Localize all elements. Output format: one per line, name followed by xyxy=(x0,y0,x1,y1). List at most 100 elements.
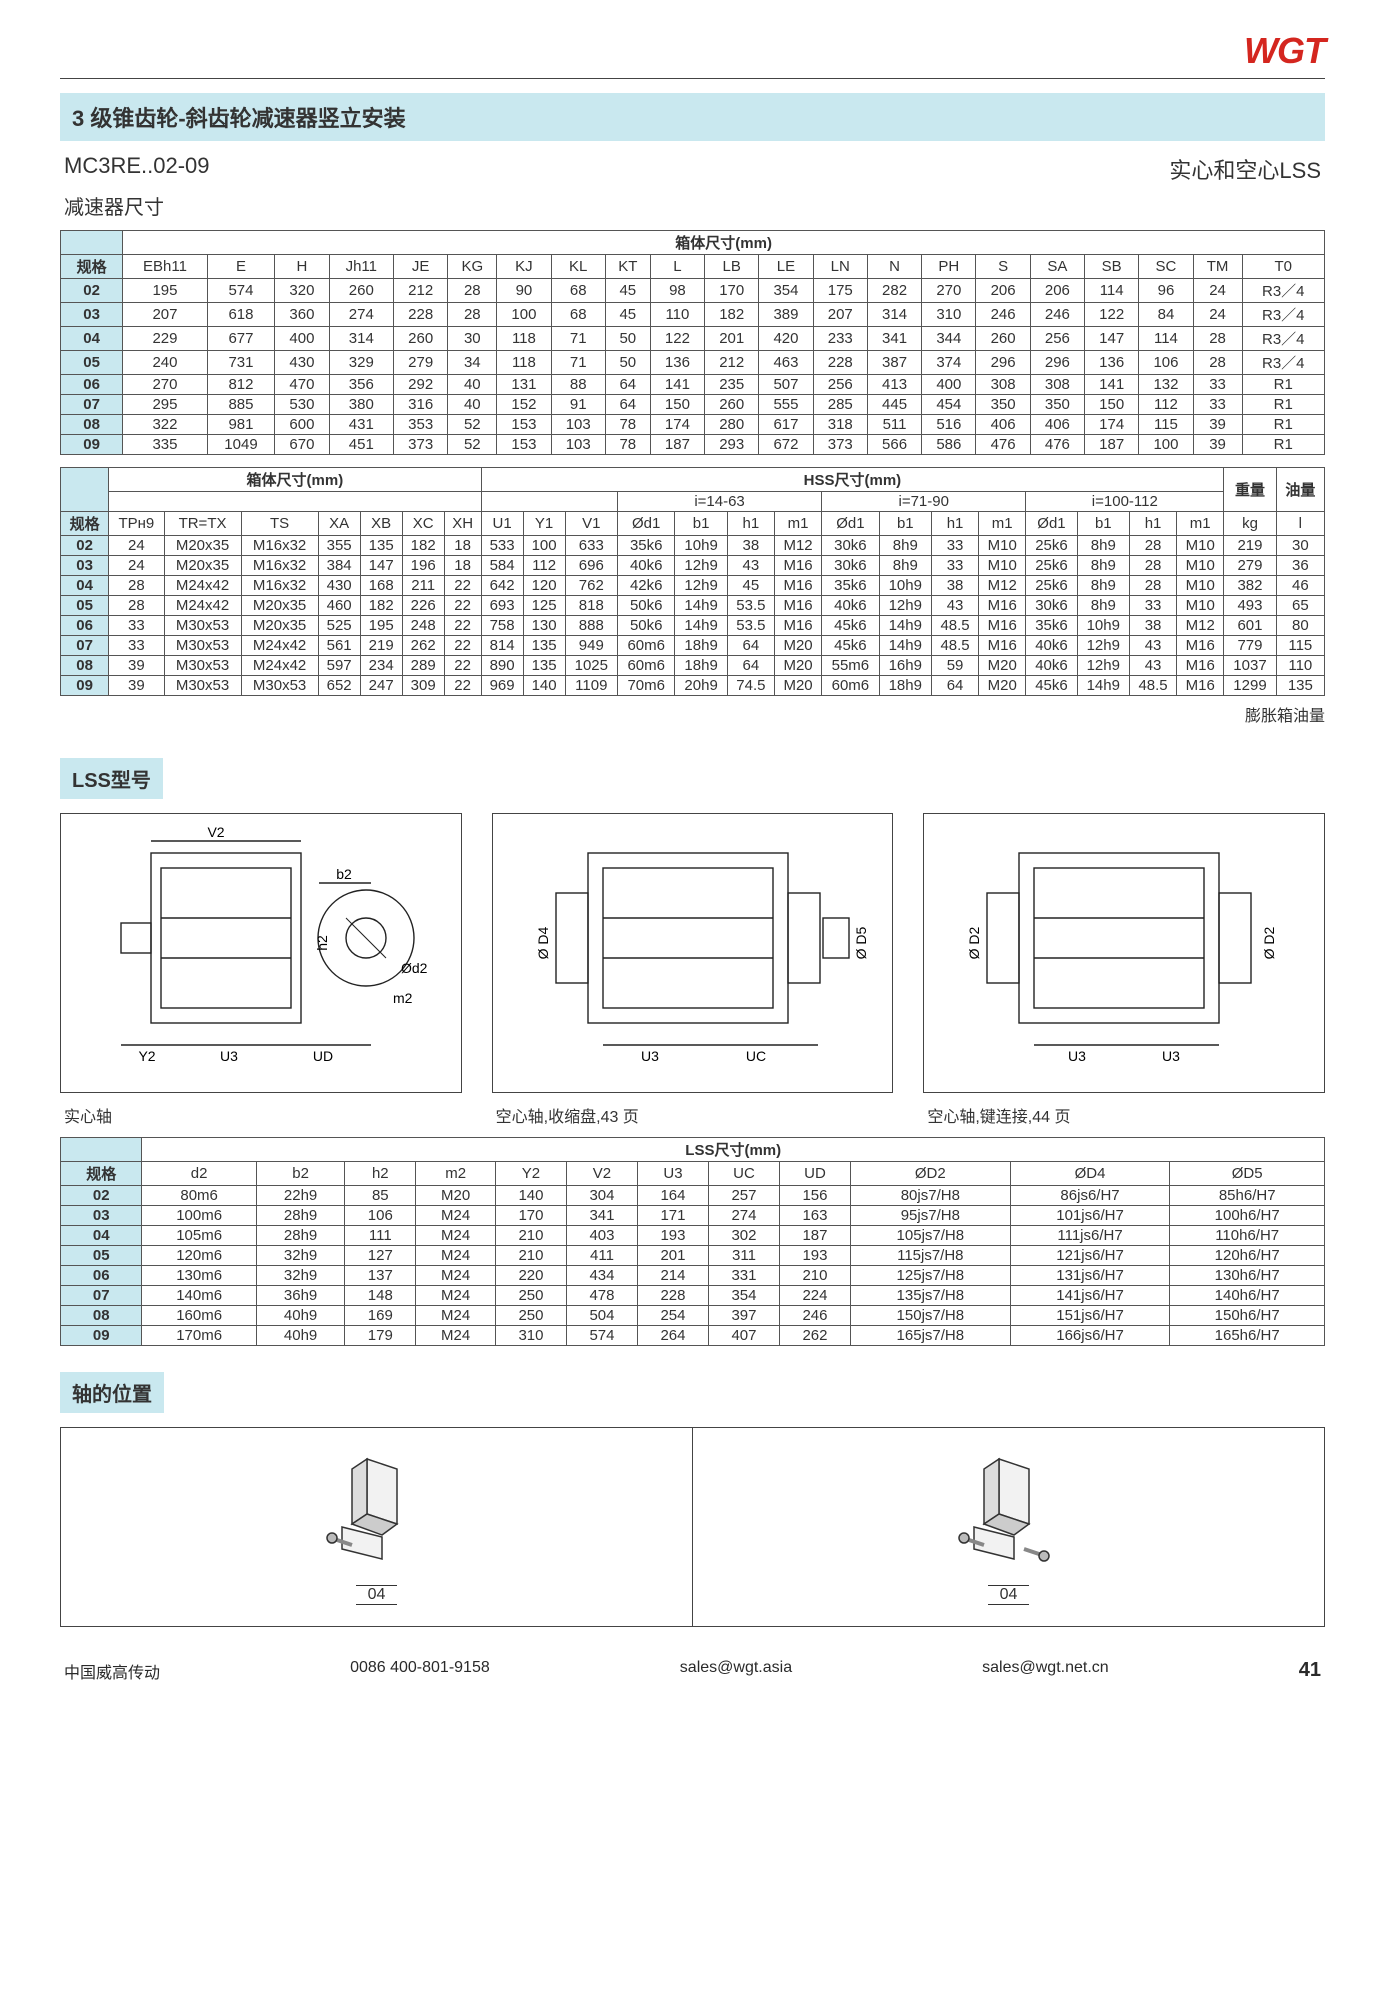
table-cell: 150 xyxy=(1085,395,1139,415)
table-cell: 14h9 xyxy=(675,596,727,616)
table-cell: 28 xyxy=(448,303,497,327)
table-cell: 174 xyxy=(1085,415,1139,435)
table-cell: 652 xyxy=(318,676,360,696)
t3-col-UD: UD xyxy=(779,1162,850,1186)
table-cell: 40k6 xyxy=(822,596,879,616)
table-cell: 248 xyxy=(402,616,444,636)
table-cell: 43 xyxy=(727,556,774,576)
table-cell: 28 xyxy=(1193,351,1242,375)
t2-col: b1 xyxy=(879,512,931,536)
table-cell: 250 xyxy=(495,1306,566,1326)
table-cell: 341 xyxy=(867,327,921,351)
table-cell: 114 xyxy=(1139,327,1193,351)
table-cell: 270 xyxy=(123,375,207,395)
table-cell: M16 xyxy=(979,636,1026,656)
table-cell: 196 xyxy=(402,556,444,576)
table-cell: 10h9 xyxy=(879,576,931,596)
table-cell: 35k6 xyxy=(822,576,879,596)
table-cell: 262 xyxy=(779,1326,850,1346)
table-cell: M12 xyxy=(979,576,1026,596)
page-footer: 中国威高传动 0086 400-801-9158 sales@wgt.asia … xyxy=(60,1651,1325,1683)
label-v2: V2 xyxy=(207,824,224,840)
table-cell: 147 xyxy=(360,556,402,576)
table-cell: 329 xyxy=(329,351,393,375)
label-u3: U3 xyxy=(220,1048,238,1064)
t1-col-H: H xyxy=(275,255,329,279)
table-cell: 420 xyxy=(759,327,813,351)
table-cell: 33 xyxy=(931,536,978,556)
t2-col: TPн9 xyxy=(109,512,164,536)
table-cell: 140h6/H7 xyxy=(1170,1286,1325,1306)
table-cell: M24x42 xyxy=(241,656,318,676)
table-cell: 28 xyxy=(1129,536,1176,556)
table-cell: 115 xyxy=(1139,415,1193,435)
table-cell: 30k6 xyxy=(822,536,879,556)
table-cell: 171 xyxy=(637,1206,708,1226)
table-cell: 14h9 xyxy=(675,616,727,636)
t1-col-KL: KL xyxy=(551,255,605,279)
table-cell: 07 xyxy=(61,636,109,656)
table-cell: 193 xyxy=(637,1226,708,1246)
t1-col-KT: KT xyxy=(605,255,650,279)
table-cell: 90 xyxy=(497,279,551,303)
table-cell: 257 xyxy=(708,1186,779,1206)
table-cell: 18h9 xyxy=(675,656,727,676)
table-cell: 39 xyxy=(1193,415,1242,435)
table-cell: 111 xyxy=(345,1226,416,1246)
table-cell: 140m6 xyxy=(142,1286,256,1306)
table-cell: 229 xyxy=(123,327,207,351)
table-cell: 890 xyxy=(481,656,523,676)
table-cell: 84 xyxy=(1139,303,1193,327)
table-cell: 02 xyxy=(61,536,109,556)
footer-email1: sales@wgt.asia xyxy=(680,1659,792,1683)
table-cell: 296 xyxy=(1030,351,1084,375)
table-cell: M10 xyxy=(1177,536,1224,556)
table-cell: 59 xyxy=(931,656,978,676)
table-cell: 382 xyxy=(1224,576,1276,596)
table-cell: 353 xyxy=(394,415,448,435)
label-ud: UD xyxy=(313,1048,333,1064)
table-cell: 24 xyxy=(1193,279,1242,303)
table-cell: 100h6/H7 xyxy=(1170,1206,1325,1226)
table-cell: 122 xyxy=(1085,303,1139,327)
table-cell: 112 xyxy=(1139,395,1193,415)
table-cell: 555 xyxy=(759,395,813,415)
t3-col-ØD4: ØD4 xyxy=(1010,1162,1170,1186)
table-cell: 151js6/H7 xyxy=(1010,1306,1170,1326)
table-cell: 309 xyxy=(402,676,444,696)
table-cell: 318 xyxy=(813,415,867,435)
table-cell: 262 xyxy=(402,636,444,656)
table-cell: 103 xyxy=(551,415,605,435)
table-cell: 260 xyxy=(394,327,448,351)
table-cell: 672 xyxy=(759,435,813,455)
t2-col: XC xyxy=(402,512,444,536)
table-cell: 397 xyxy=(708,1306,779,1326)
lss-section-title: LSS型号 xyxy=(60,758,163,799)
table-cell: 633 xyxy=(565,536,617,556)
table-cell: 03 xyxy=(61,556,109,576)
table-cell: 285 xyxy=(813,395,867,415)
table-cell: 274 xyxy=(708,1206,779,1226)
shaft-label-04b: 04 xyxy=(988,1585,1030,1605)
table-cell: 91 xyxy=(551,395,605,415)
table-cell: 201 xyxy=(637,1246,708,1266)
table-cell: 476 xyxy=(976,435,1030,455)
table-cell: R1 xyxy=(1242,395,1324,415)
label-d2a: Ø D2 xyxy=(966,926,982,959)
table-cell: 135 xyxy=(523,636,565,656)
table-cell: 100m6 xyxy=(142,1206,256,1226)
table-cell: 207 xyxy=(813,303,867,327)
table-cell: 584 xyxy=(481,556,523,576)
table-cell: 8h9 xyxy=(879,556,931,576)
table-cell: 64 xyxy=(605,375,650,395)
table-cell: 373 xyxy=(394,435,448,455)
table-cell: 156 xyxy=(779,1186,850,1206)
table-cell: 235 xyxy=(705,375,759,395)
table-cell: 100 xyxy=(523,536,565,556)
table-cell: 22 xyxy=(444,576,481,596)
table-cell: 182 xyxy=(402,536,444,556)
table-cell: 335 xyxy=(123,435,207,455)
brand-logo: WGT xyxy=(60,30,1325,72)
table-cell: 165h6/H7 xyxy=(1170,1326,1325,1346)
table-cell: 219 xyxy=(1224,536,1276,556)
